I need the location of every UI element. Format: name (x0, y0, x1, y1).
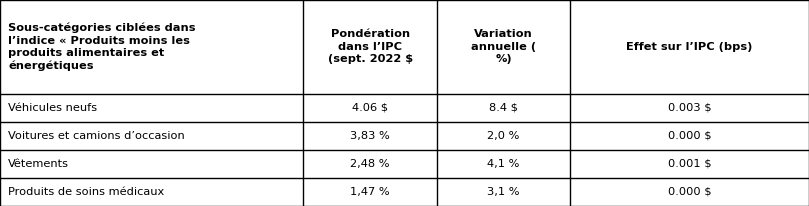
Text: Produits de soins médicaux: Produits de soins médicaux (8, 187, 164, 197)
Text: 3,83 %: 3,83 % (350, 131, 390, 141)
Text: Sous-catégories ciblées dans
l’indice « Produits moins les
produits alimentaires: Sous-catégories ciblées dans l’indice « … (8, 23, 196, 71)
Text: 2,0 %: 2,0 % (487, 131, 520, 141)
Text: 4.06 $: 4.06 $ (352, 103, 388, 113)
Text: Véhicules neufs: Véhicules neufs (8, 103, 97, 113)
Text: 2,48 %: 2,48 % (350, 159, 390, 169)
Text: 8.4 $: 8.4 $ (489, 103, 518, 113)
Text: 1,47 %: 1,47 % (350, 187, 390, 197)
Text: 0.000 $: 0.000 $ (668, 187, 711, 197)
Text: Variation
annuelle (
%): Variation annuelle ( %) (471, 29, 536, 64)
Text: 0.000 $: 0.000 $ (668, 131, 711, 141)
Text: Pondération
dans l’IPC
(sept. 2022 $: Pondération dans l’IPC (sept. 2022 $ (328, 29, 413, 64)
Text: 0.001 $: 0.001 $ (668, 159, 711, 169)
Text: Voitures et camions d’occasion: Voitures et camions d’occasion (8, 131, 184, 141)
Text: Effet sur l’IPC (bps): Effet sur l’IPC (bps) (626, 42, 753, 52)
Text: 4,1 %: 4,1 % (487, 159, 520, 169)
Text: 0.003 $: 0.003 $ (668, 103, 711, 113)
Text: Vêtements: Vêtements (8, 159, 69, 169)
Text: 3,1 %: 3,1 % (487, 187, 520, 197)
